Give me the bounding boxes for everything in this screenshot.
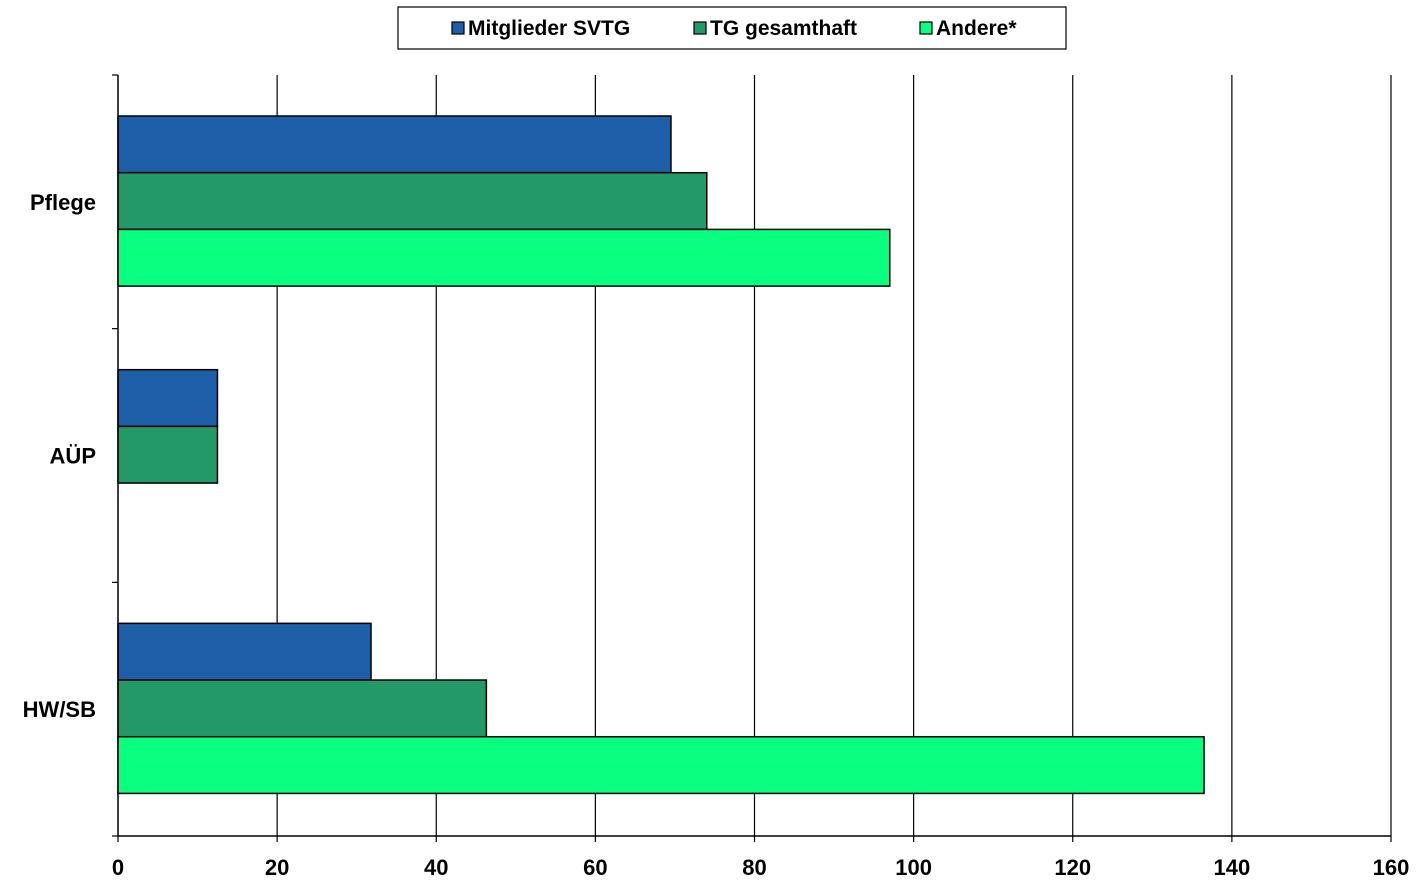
category-label: AÜP (50, 444, 96, 469)
bar-0-1 (117, 171, 708, 231)
axes: Pflege AÜP HW/SB 0 20 40 60 80 100 120 140 160 (23, 74, 1410, 880)
bars (117, 115, 1205, 795)
legend: Mitglieder SVTG TG gesamthaft Andere* (397, 6, 1067, 50)
legend-box (397, 6, 1067, 50)
category-label: HW/SB (23, 697, 96, 722)
x-tick-label: 100 (895, 855, 932, 880)
legend-swatch (451, 21, 465, 35)
bar-0-2 (117, 228, 891, 287)
x-tick-label: 140 (1214, 855, 1251, 880)
x-tick-label: 20 (265, 855, 289, 880)
legend-swatch (919, 21, 933, 35)
bar-2-2 (117, 735, 1205, 795)
legend-label: Andere* (936, 17, 1017, 40)
legend-swatch (693, 21, 707, 35)
x-tick-label: 60 (583, 855, 607, 880)
legend-label: TG gesamthaft (710, 17, 857, 40)
bar-1-1 (117, 425, 219, 484)
x-tick-label: 120 (1054, 855, 1091, 880)
x-tick-label: 160 (1373, 855, 1410, 880)
category-label: Pflege (30, 190, 96, 215)
bar-2-1 (117, 679, 488, 738)
bar-2-0 (117, 622, 372, 681)
legend-label: Mitglieder SVTG (468, 17, 630, 40)
bar-1-0 (117, 368, 219, 428)
x-tick-label: 40 (424, 855, 448, 880)
bar-0-0 (117, 115, 672, 174)
x-tick-label: 0 (112, 855, 124, 880)
x-tick-label: 80 (742, 855, 766, 880)
